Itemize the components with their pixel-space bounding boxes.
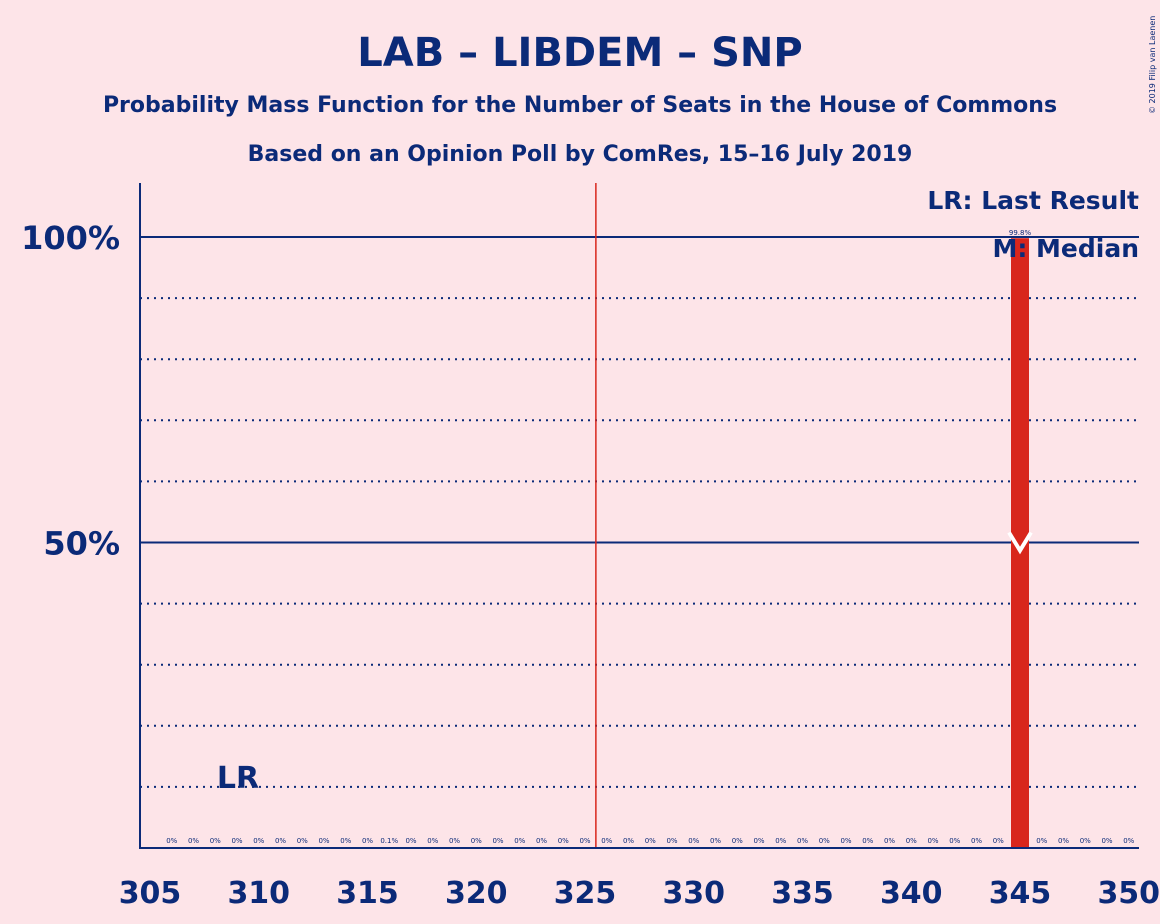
bar-value-label-310: 0%: [253, 837, 264, 845]
y-tick-label: 100%: [21, 219, 120, 257]
bar-value-label-338: 0%: [862, 837, 873, 845]
chart-title: LAB – LIBDEM – SNP: [357, 30, 802, 76]
bar-value-label-330: 0%: [688, 837, 699, 845]
x-tick-label: 330: [662, 876, 725, 911]
bar-value-label-306: 0%: [166, 837, 177, 845]
bar-value-label-344: 0%: [993, 837, 1004, 845]
bar-value-label-321: 0%: [492, 837, 503, 845]
bar-value-label-314: 0%: [340, 837, 351, 845]
bar-value-label-345: 99.8%: [1009, 229, 1032, 237]
y-tick-label: 50%: [43, 525, 120, 563]
x-tick-label: 325: [554, 876, 617, 911]
gridlines: [140, 183, 1139, 848]
bar-value-label-324: 0%: [558, 837, 569, 845]
x-tick-label: 305: [119, 876, 182, 911]
x-tick-label: 310: [227, 876, 290, 911]
x-tick-label: 315: [336, 876, 399, 911]
x-tick-label: 320: [445, 876, 508, 911]
median-marker: [1007, 531, 1033, 555]
legend-last-result: LR: Last Result: [927, 186, 1139, 215]
bar-value-label-334: 0%: [775, 837, 786, 845]
bar-value-label-308: 0%: [210, 837, 221, 845]
bar-value-label-328: 0%: [645, 837, 656, 845]
bar-value-label-336: 0%: [819, 837, 830, 845]
bar-345: [1011, 238, 1029, 849]
x-tick-label: 335: [771, 876, 834, 911]
bar-value-label-341: 0%: [927, 837, 938, 845]
x-tick-label: 345: [989, 876, 1052, 911]
bar-value-label-339: 0%: [884, 837, 895, 845]
bar-value-label-332: 0%: [732, 837, 743, 845]
bar-value-label-331: 0%: [710, 837, 721, 845]
bar-value-label-315: 0%: [362, 837, 373, 845]
bar-value-label-325: 0%: [579, 837, 590, 845]
bar-value-labels: 0% 0% 0% 0% 0% 0% 0% 0% 0% 0% 0.1% 0% 0% 0% 0% 0% 0% 0% 0%…: [166, 229, 1134, 845]
bar-value-label-335: 0%: [797, 837, 808, 845]
bar-value-label-322: 0%: [514, 837, 525, 845]
bar-value-label-343: 0%: [971, 837, 982, 845]
bar-value-label-347: 0%: [1058, 837, 1069, 845]
axes: [139, 183, 1139, 849]
tick-labels: 305 310 315 320 325 330 335 340 345 350 50% 100%: [21, 219, 1160, 911]
bars: [1011, 238, 1029, 849]
copyright-notice: © 2019 Filip van Laenen: [1148, 16, 1157, 114]
bar-value-label-329: 0%: [666, 837, 677, 845]
chart-subtitle-poll: Based on an Opinion Poll by ComRes, 15–1…: [248, 142, 913, 167]
bar-value-label-319: 0%: [449, 837, 460, 845]
x-tick-label: 340: [880, 876, 943, 911]
bar-value-label-348: 0%: [1080, 837, 1091, 845]
bar-value-label-307: 0%: [188, 837, 199, 845]
bar-value-label-311: 0%: [275, 837, 286, 845]
bar-value-label-327: 0%: [623, 837, 634, 845]
bar-value-label-320: 0%: [471, 837, 482, 845]
legend-median: M: Median: [992, 234, 1139, 263]
bar-value-label-316: 0.1%: [380, 837, 398, 845]
bar-value-label-312: 0%: [297, 837, 308, 845]
bar-value-label-340: 0%: [906, 837, 917, 845]
bar-value-label-349: 0%: [1101, 837, 1112, 845]
annotations: LR: [217, 531, 1033, 796]
bar-value-label-318: 0%: [427, 837, 438, 845]
chart-subtitle: Probability Mass Function for the Number…: [103, 93, 1057, 118]
x-tick-label: 350: [1097, 876, 1160, 911]
bar-value-label-313: 0%: [318, 837, 329, 845]
bar-value-label-326: 0%: [601, 837, 612, 845]
bar-value-label-337: 0%: [840, 837, 851, 845]
bar-value-label-342: 0%: [949, 837, 960, 845]
bar-value-label-333: 0%: [753, 837, 764, 845]
bar-value-label-317: 0%: [405, 837, 416, 845]
bar-value-label-323: 0%: [536, 837, 547, 845]
bar-value-label-346: 0%: [1036, 837, 1047, 845]
last-result-marker: LR: [217, 761, 259, 796]
bar-value-label-309: 0%: [231, 837, 242, 845]
bar-value-label-350: 0%: [1123, 837, 1134, 845]
